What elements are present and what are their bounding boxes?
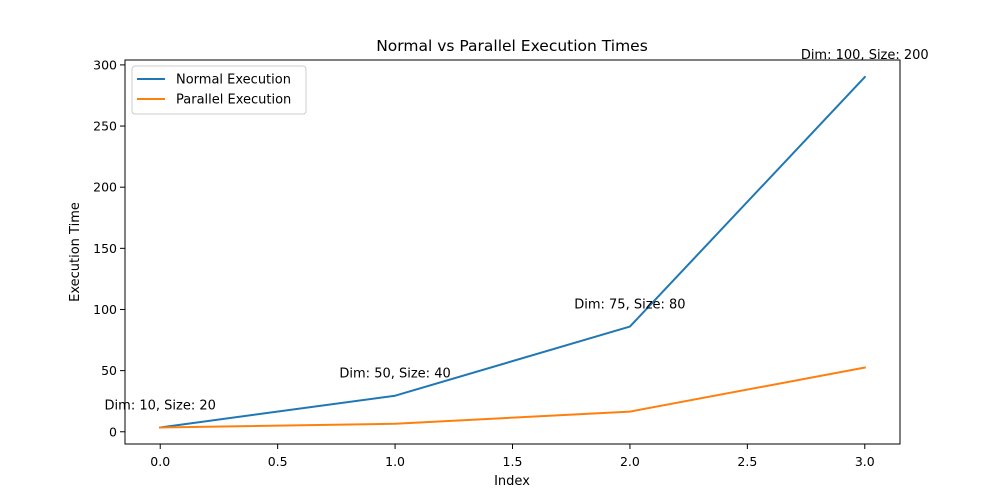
x-tick-label: 1.0 xyxy=(385,454,405,469)
series-line-parallel-execution xyxy=(159,366,866,429)
y-tick-label: 150 xyxy=(93,241,117,256)
y-tick-label: 0 xyxy=(109,424,117,439)
legend: Normal Execution Parallel Execution xyxy=(131,65,307,115)
x-axis: 0.0 0.5 1.0 1.5 2.0 2.5 3.0 xyxy=(150,444,875,469)
x-tick-label: 2.0 xyxy=(620,454,640,469)
y-tick-label: 100 xyxy=(93,302,117,317)
x-axis-title: Index xyxy=(494,474,530,489)
x-tick-label: 0.5 xyxy=(268,454,288,469)
y-tick-label: 50 xyxy=(101,363,117,378)
annotations: Dim: 10, Size: 20 Dim: 50, Size: 40 Dim: 7… xyxy=(105,48,929,413)
x-tick-label: 2.5 xyxy=(737,454,757,469)
y-tick-label: 250 xyxy=(93,119,117,134)
legend-label: Normal Execution xyxy=(176,73,291,88)
data-annotation: Dim: 100, Size: 200 xyxy=(801,48,929,63)
data-annotation: Dim: 75, Size: 80 xyxy=(574,298,685,313)
series-lines xyxy=(159,75,867,429)
y-axis: 0 50 100 150 200 250 300 xyxy=(93,57,125,439)
y-tick-label: 200 xyxy=(93,180,117,195)
x-tick-label: 1.5 xyxy=(503,454,523,469)
chart-title: Normal vs Parallel Execution Times xyxy=(376,37,648,55)
data-annotation: Dim: 50, Size: 40 xyxy=(339,367,450,382)
legend-box xyxy=(131,65,307,115)
y-axis-title: Execution Time xyxy=(68,202,83,302)
x-tick-label: 3.0 xyxy=(855,454,875,469)
legend-label: Parallel Execution xyxy=(176,93,291,108)
x-tick-label: 0.0 xyxy=(150,454,170,469)
y-tick-label: 300 xyxy=(93,57,117,72)
series-line-normal-execution xyxy=(159,75,867,429)
data-annotation: Dim: 10, Size: 20 xyxy=(105,398,216,413)
